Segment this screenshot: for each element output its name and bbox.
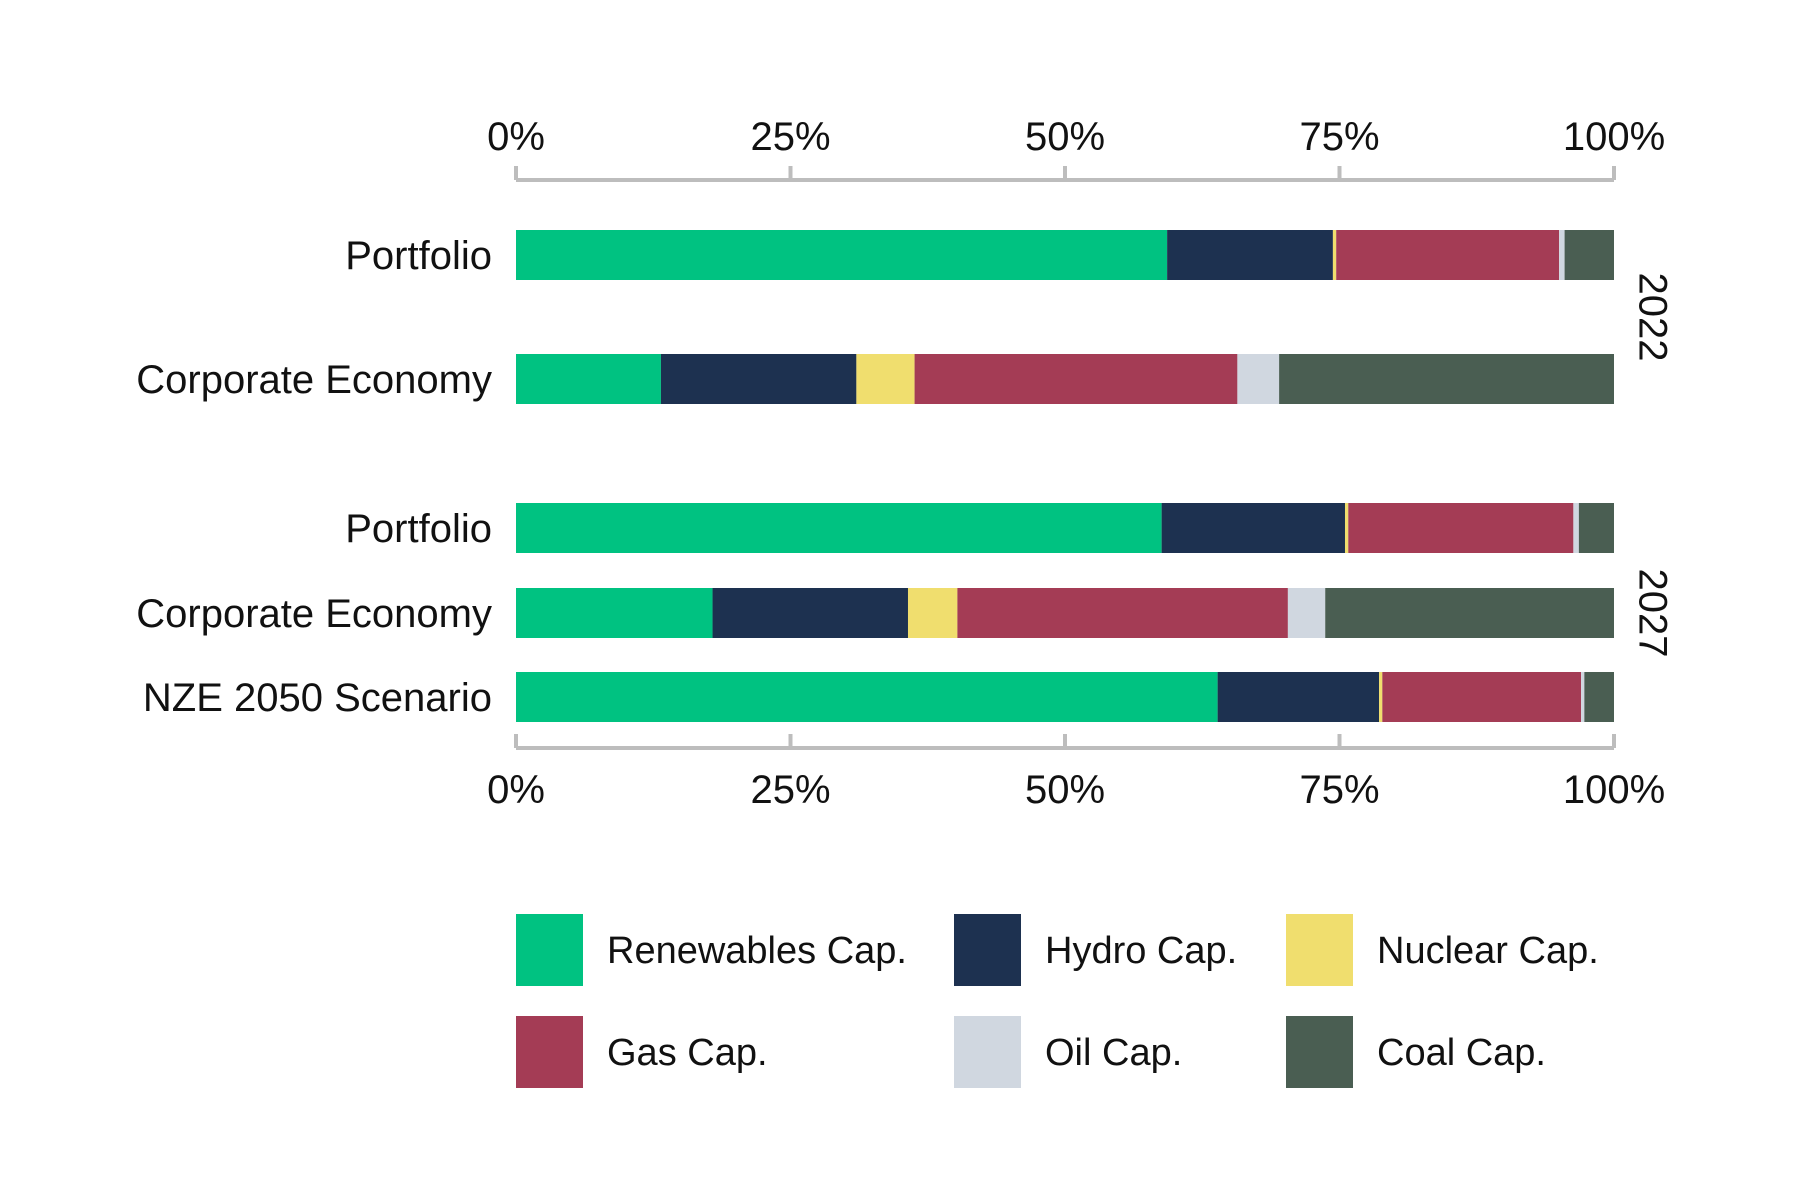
legend-item: Nuclear Cap. [1286, 914, 1599, 986]
legend-label: Hydro Cap. [1045, 930, 1237, 972]
bar-segment-oil-cap [1573, 503, 1579, 553]
tick-label: 50% [1025, 115, 1105, 159]
bar-segment-renewables-cap [516, 672, 1218, 722]
legend-label: Gas Cap. [607, 1032, 768, 1074]
tick-label: 50% [1025, 768, 1105, 812]
tick-label: 0% [487, 115, 545, 159]
bar-segment-renewables-cap [516, 354, 661, 404]
legend-item: Coal Cap. [1286, 1016, 1546, 1088]
legend-label: Oil Cap. [1045, 1032, 1182, 1074]
bar-segment-oil-cap [1237, 354, 1280, 404]
bar-segment-renewables-cap [516, 503, 1162, 553]
bars [516, 230, 1614, 722]
bar-segment-gas-cap [1382, 672, 1582, 722]
bar-segment-gas-cap [1348, 503, 1574, 553]
bar-segment-renewables-cap [516, 588, 713, 638]
bar-segment-hydro-cap [660, 354, 857, 404]
tick-label: 100% [1563, 768, 1665, 812]
legend-swatch [954, 1016, 1021, 1088]
bar-segment-nuclear-cap [1379, 672, 1383, 722]
group-labels: 2022 2027 [1630, 273, 1674, 658]
bar-segment-nuclear-cap [1332, 230, 1337, 280]
group-label: 2027 [1630, 569, 1674, 658]
bar-segment-hydro-cap [1217, 672, 1380, 722]
bar-segment-coal-cap [1564, 230, 1614, 280]
x-axis-bottom: 0% 25% 50% 75% 100% [487, 734, 1665, 812]
legend-swatch [516, 914, 583, 986]
legend-swatch [1286, 914, 1353, 986]
legend: Renewables Cap. Hydro Cap. Nuclear Cap. Gas… [516, 914, 1599, 1088]
row-labels: Portfolio Corporate Economy Portfolio Corpo… [136, 234, 492, 720]
bar-segment-renewables-cap [516, 230, 1168, 280]
legend-item: Renewables Cap. [516, 914, 907, 986]
row-label: Portfolio [345, 234, 492, 278]
bar-segment-coal-cap [1325, 588, 1614, 638]
bar-segment-oil-cap [1581, 672, 1585, 722]
legend-item: Oil Cap. [954, 1016, 1182, 1088]
legend-item: Hydro Cap. [954, 914, 1237, 986]
bar-segment-gas-cap [914, 354, 1238, 404]
row-label: Corporate Economy [136, 592, 492, 636]
legend-label: Coal Cap. [1377, 1032, 1546, 1074]
group-label: 2022 [1630, 273, 1674, 362]
bar-segment-nuclear-cap [856, 354, 915, 404]
bar-segment-nuclear-cap [1344, 503, 1349, 553]
bar-segment-hydro-cap [1167, 230, 1333, 280]
legend-swatch [516, 1016, 583, 1088]
bar-segment-gas-cap [957, 588, 1288, 638]
row-label: NZE 2050 Scenario [143, 676, 492, 720]
bar-segment-coal-cap [1578, 503, 1614, 553]
legend-label: Nuclear Cap. [1377, 930, 1599, 972]
bar-segment-coal-cap [1584, 672, 1614, 722]
bar-segment-gas-cap [1336, 230, 1560, 280]
tick-label: 100% [1563, 115, 1665, 159]
bar-segment-hydro-cap [712, 588, 908, 638]
bar-segment-coal-cap [1279, 354, 1614, 404]
tick-label: 75% [1299, 768, 1379, 812]
legend-swatch [954, 914, 1021, 986]
bar-segment-oil-cap [1287, 588, 1326, 638]
row-label: Corporate Economy [136, 358, 492, 402]
tick-label: 25% [750, 768, 830, 812]
tick-label: 25% [750, 115, 830, 159]
tick-label: 0% [487, 768, 545, 812]
legend-item: Gas Cap. [516, 1016, 768, 1088]
bar-segment-hydro-cap [1161, 503, 1345, 553]
legend-swatch [1286, 1016, 1353, 1088]
tick-label: 75% [1299, 115, 1379, 159]
legend-label: Renewables Cap. [607, 930, 907, 972]
row-label: Portfolio [345, 507, 492, 551]
bar-segment-nuclear-cap [907, 588, 958, 638]
x-axis-top: 0% 25% 50% 75% 100% [487, 115, 1665, 182]
bar-segment-oil-cap [1559, 230, 1565, 280]
